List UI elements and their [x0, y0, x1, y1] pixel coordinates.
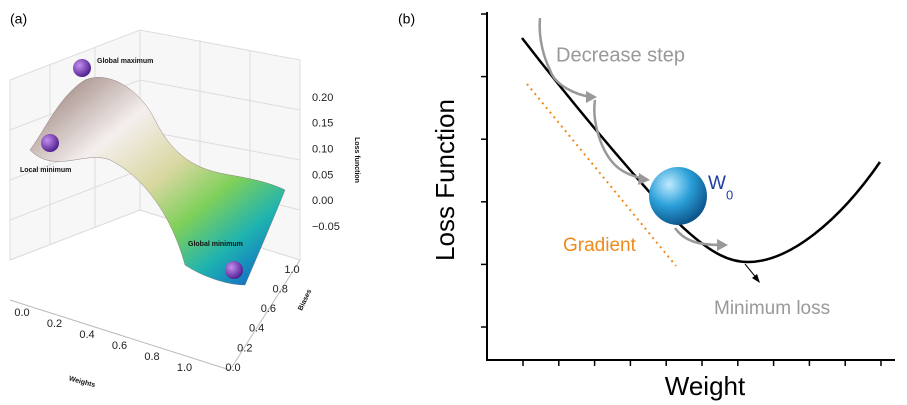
y-tick-label: 0.2: [237, 342, 252, 354]
step-arrows: [538, 17, 723, 247]
x-tick-label: 0.8: [144, 351, 159, 363]
sphere: [73, 59, 91, 77]
minimum-label: Minimum loss: [714, 298, 830, 319]
annotation: Local minimum: [20, 167, 71, 174]
x-tick-label: 0.4: [79, 329, 94, 341]
gradient-label: Gradient: [563, 235, 637, 256]
y-axis-title: Biases: [297, 288, 313, 312]
x-tick-label: 0.6: [112, 340, 127, 352]
pointer-head: [752, 274, 760, 283]
y-tick-label: 0.8: [273, 284, 288, 296]
z-tick-label: 0.15: [312, 118, 333, 130]
y-tick-label: 0.0: [225, 362, 240, 374]
y-tick-label: 1.0: [284, 264, 299, 276]
sphere: [41, 134, 59, 152]
annotation: Global maximum: [97, 58, 153, 65]
loss-curve: [521, 37, 882, 264]
x-tick-label: 0.2: [47, 318, 62, 330]
ball-label: W: [708, 173, 726, 194]
y-tick-label: 0.4: [249, 323, 264, 335]
x-axis-title: Weights: [68, 375, 96, 389]
panel-label: (b): [398, 11, 415, 27]
ball-subscript: 0: [726, 187, 733, 202]
x-axis-title: Weight: [665, 371, 746, 401]
z-axis-title: Loss function: [353, 137, 360, 183]
y-axis-title: Loss Function: [430, 99, 460, 261]
z-tick-label: 0.00: [312, 195, 333, 207]
z-tick-label: −0.05: [312, 221, 340, 233]
x-tick-label: 1.0: [177, 362, 192, 374]
x-tick-label: 0.0: [14, 307, 29, 319]
z-tick-label: 0.05: [312, 169, 333, 181]
sphere: [225, 261, 243, 279]
step-label: Decrease step: [556, 44, 685, 66]
arrowheads: [586, 91, 728, 251]
panel-label: (a): [10, 11, 27, 27]
y-tick-label: 0.6: [261, 303, 276, 315]
ball: [649, 167, 707, 225]
annotation: Global minimum: [188, 241, 243, 248]
z-tick-label: 0.20: [312, 92, 333, 104]
surface: [29, 77, 286, 286]
z-tick-label: 0.10: [312, 144, 333, 156]
axes: [486, 12, 895, 361]
